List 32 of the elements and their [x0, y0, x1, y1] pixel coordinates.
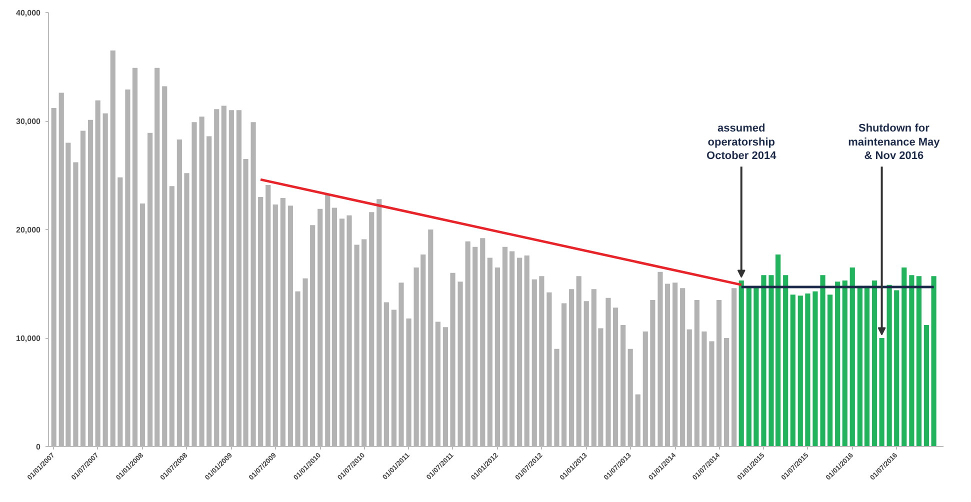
bar	[842, 280, 848, 446]
bar	[783, 275, 788, 446]
bar	[924, 324, 930, 446]
annotation: Shutdown for maintenance May & Nov 2016	[848, 122, 941, 162]
bar	[916, 276, 922, 446]
bar	[754, 287, 759, 446]
bar	[864, 286, 870, 446]
bar	[798, 296, 803, 446]
y-tick-label: 20,000	[16, 226, 42, 234]
bar	[886, 284, 892, 446]
bar	[790, 294, 796, 446]
bar	[805, 294, 810, 446]
bar	[761, 275, 766, 446]
bar	[820, 275, 826, 446]
y-tick-label: 0	[36, 442, 42, 452]
y-tick-label: 40,000	[16, 8, 42, 18]
bar	[850, 267, 855, 446]
bar	[835, 282, 840, 446]
bar	[738, 280, 744, 446]
y-tick-label: 10,000	[16, 334, 42, 343]
bar	[827, 294, 833, 446]
bar	[879, 338, 884, 446]
y-tick-label: 30,000	[16, 117, 42, 126]
annotation: assumed operatorship October 2014	[706, 122, 778, 162]
bar	[909, 275, 914, 446]
bar	[857, 286, 862, 446]
bar	[894, 290, 900, 446]
bar	[872, 280, 878, 446]
bar	[931, 276, 936, 446]
bar	[902, 267, 907, 446]
bar	[812, 291, 818, 446]
bar	[746, 287, 752, 446]
